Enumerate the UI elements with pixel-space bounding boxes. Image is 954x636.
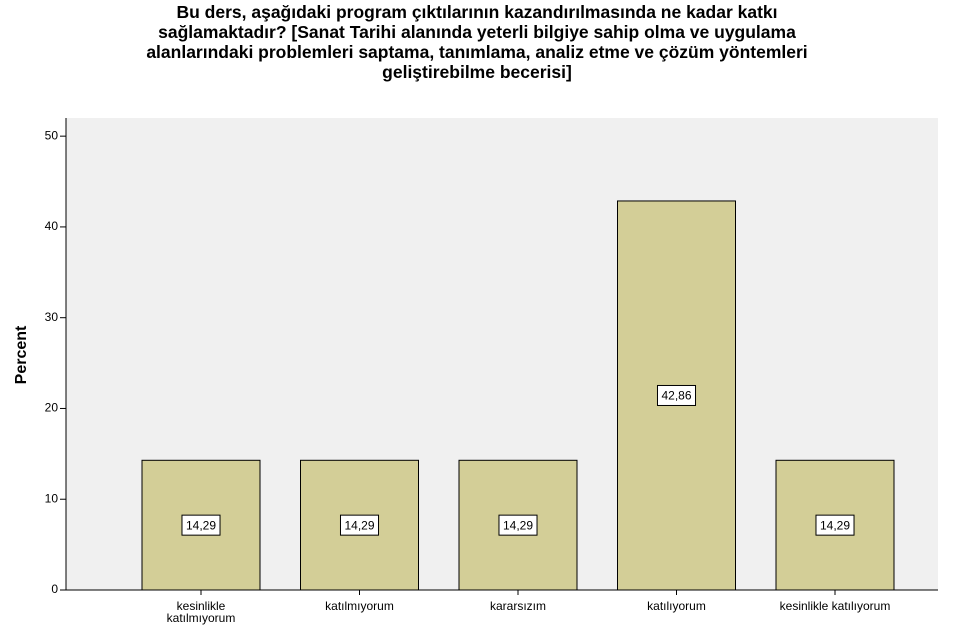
value-label-box <box>339 514 380 536</box>
x-tick-label: katılıyorum <box>647 599 706 613</box>
value-label-box <box>181 514 221 536</box>
value-label-box <box>815 514 855 536</box>
x-tick-label: kesinlikle katılmıyorum <box>166 599 236 625</box>
value-label-box <box>656 384 697 406</box>
y-tick-label: 20 <box>45 401 59 415</box>
y-tick-label: 10 <box>45 491 59 505</box>
y-tick-label: 30 <box>45 310 59 324</box>
y-tick-label: 40 <box>45 219 59 233</box>
y-tick-label: 0 <box>51 582 58 596</box>
x-tick-label: kararsızım <box>489 599 546 613</box>
y-axis-label: Percent <box>13 325 30 384</box>
value-label: 14,29 <box>344 518 374 532</box>
y-tick-label: 50 <box>45 128 59 142</box>
value-label: 14,29 <box>820 518 850 532</box>
value-label: 14,29 <box>186 518 216 532</box>
value-label: 42,86 <box>661 389 691 403</box>
x-tick-label: kesinlikle katılıyorum <box>779 599 891 613</box>
x-tick-label: katılmıyorum <box>325 599 394 613</box>
value-label: 14,29 <box>503 518 533 532</box>
value-label-box <box>498 514 538 536</box>
chart-title: Bu ders, aşağıdaki program çıktılarının … <box>146 2 808 82</box>
